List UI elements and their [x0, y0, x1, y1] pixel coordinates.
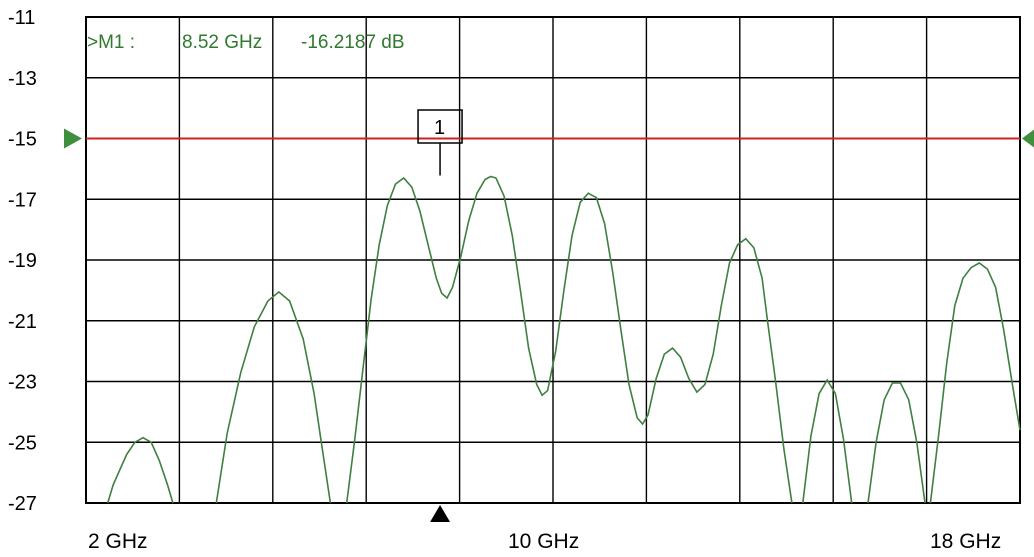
trace-segment-1 — [106, 436, 174, 504]
x-tick-label: 10 GHz — [508, 530, 579, 553]
y-tick-label: -15 — [8, 129, 37, 151]
x-axis-labels: 2 GHz 10 GHz 18 GHz — [88, 530, 1001, 553]
y-tick-label: -13 — [8, 68, 37, 90]
trace-segment-2 — [215, 290, 332, 504]
marker-number: 1 — [434, 117, 445, 139]
marker-group: 1 — [417, 109, 463, 522]
x-tick-label: 18 GHz — [930, 530, 1001, 553]
x-tick-label: 2 GHz — [88, 530, 148, 553]
marker-readout-frequency: 8.52 GHz — [182, 32, 262, 53]
y-tick-label: -21 — [8, 311, 37, 333]
marker-box — [417, 109, 463, 144]
limit-line-group — [64, 128, 1034, 149]
y-tick-label: -17 — [8, 189, 37, 211]
trace-segment-6 — [929, 262, 1021, 504]
y-tick-label: -25 — [8, 432, 37, 454]
y-tick-label: -11 — [8, 7, 35, 29]
trace-segment-5 — [867, 382, 926, 504]
y-axis-labels: -11 -13 -15 -17 -19 -21 -23 -25 -27 — [8, 7, 37, 515]
marker-readout: >M1 : 8.52 GHz -16.2187 dB — [87, 32, 405, 53]
trace-segment-3 — [345, 175, 793, 504]
y-tick-label: -27 — [8, 493, 37, 515]
y-tick-label: -19 — [8, 250, 37, 272]
limit-left-arrow-icon — [64, 128, 82, 149]
y-tick-label: -23 — [8, 372, 37, 394]
trace-segment-4 — [802, 378, 853, 504]
limit-right-arrow-icon — [1022, 129, 1034, 148]
chart-grid — [85, 16, 1021, 504]
marker-readout-value: -16.2187 dB — [301, 32, 405, 53]
marker-position-triangle-icon — [430, 505, 451, 522]
trace-group — [106, 175, 1021, 504]
marker-readout-prefix: >M1 : — [87, 32, 135, 53]
